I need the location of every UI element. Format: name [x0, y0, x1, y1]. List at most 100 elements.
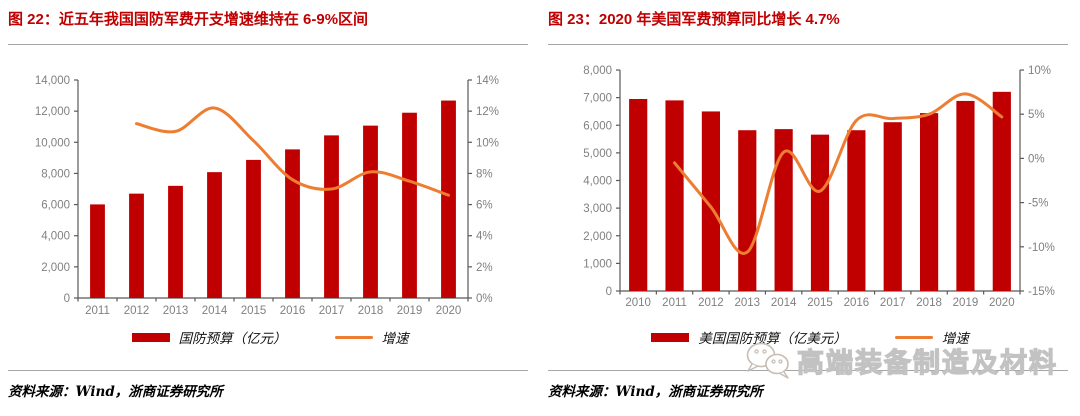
bar-2013	[168, 185, 183, 298]
legend-item-growth: 增速	[334, 327, 409, 347]
bar-swatch-icon	[131, 332, 170, 342]
x-axis-category-label: 2019	[953, 297, 979, 309]
right-axis-tick-label: 14%	[476, 75, 499, 87]
x-axis-category-label: 2013	[734, 297, 760, 309]
left-axis-tick-label: 4,000	[583, 176, 612, 188]
x-axis-category-label: 2017	[319, 305, 345, 317]
bar-2016	[285, 149, 300, 298]
bar-2014	[774, 129, 793, 291]
source-separator	[8, 370, 528, 371]
right-axis-tick-label: 10%	[1028, 65, 1051, 77]
bar-2017	[324, 135, 339, 298]
watermark: 高端装备制造及材料	[742, 338, 1058, 382]
title-separator	[8, 44, 528, 45]
right-axis-tick-label: 5%	[1028, 109, 1045, 121]
left-axis-tick-label: 14,000	[35, 75, 70, 87]
wechat-chat-bubbles-icon	[746, 342, 789, 379]
chart-legend: 国防预算（亿元） 增速	[0, 325, 540, 349]
line-swatch-icon	[894, 335, 933, 339]
x-axis-category-label: 2020	[989, 297, 1015, 309]
left-axis-tick-label: 0	[606, 286, 612, 298]
bar-2018	[920, 113, 939, 291]
source-separator	[548, 370, 1068, 371]
left-axis-tick-label: 2,000	[583, 231, 612, 243]
right-axis-tick-label: -10%	[1028, 242, 1055, 254]
x-axis-category-label: 2010	[625, 297, 651, 309]
bar-swatch-icon	[651, 332, 690, 342]
x-axis-category-label: 2016	[844, 297, 870, 309]
left-axis-tick-label: 12,000	[35, 106, 70, 118]
left-axis-tick-label: 3,000	[583, 203, 612, 215]
x-axis-category-label: 2016	[280, 305, 306, 317]
right-axis-tick-label: 8%	[476, 168, 493, 180]
chart-legend: 美国国防预算（亿美元） 增速	[540, 325, 1080, 349]
panel-figure-23: 图 23：2020 年美国军费预算同比增长 4.7% 0 1,000 2,000 3,…	[540, 0, 1080, 400]
x-axis-category-label: 2018	[358, 305, 384, 317]
bar-2015	[810, 134, 830, 291]
left-axis-tick-label: 6,000	[583, 120, 612, 132]
bar-2019	[956, 100, 975, 291]
right-axis-tick-label: 4%	[476, 231, 493, 243]
x-axis-category-label: 2012	[698, 297, 724, 309]
watermark-text: 高端装备制造及材料	[796, 347, 1058, 378]
right-axis-tick-label: 12%	[476, 106, 499, 118]
x-axis-category-label: 2017	[880, 297, 906, 309]
legend-label: 美国国防预算（亿美元）	[698, 331, 847, 347]
bar-2012	[701, 111, 720, 291]
x-axis-category-label: 2015	[241, 305, 267, 317]
x-axis-category-label: 2014	[771, 297, 797, 309]
china-defense-budget-chart: 0 2,000 4,000 6,000 8,000 10,000 12,000 14,000 0…	[35, 75, 499, 317]
legend-item-budget: 国防预算（亿元）	[131, 327, 287, 347]
figure-23-title: 图 23：2020 年美国军费预算同比增长 4.7%	[548, 11, 840, 28]
source-note: 资料来源：Wind，浙商证券研究所	[8, 384, 223, 400]
bar-2011	[665, 100, 684, 291]
x-axis-category-label: 2015	[807, 297, 833, 309]
bar-2020	[992, 91, 1011, 291]
right-axis-tick-label: 0%	[1028, 153, 1045, 165]
x-axis-category-label: 2013	[163, 305, 189, 317]
legend-item-budget: 美国国防预算（亿美元）	[651, 327, 847, 347]
figure-row: 图 22：近五年我国国防军费开支增速维持在 6-9%区间 0 2,000 4,000…	[0, 0, 1080, 400]
x-axis-category-label: 2011	[662, 297, 687, 309]
right-axis-tick-label: 10%	[476, 137, 499, 149]
left-axis-tick-label: 2,000	[41, 262, 70, 274]
x-axis-category-label: 2012	[124, 305, 150, 317]
left-axis-tick-label: 1,000	[583, 258, 612, 270]
legend-item-growth: 增速	[894, 327, 969, 347]
x-axis-category-label: 2020	[436, 305, 462, 317]
legend-label: 国防预算（亿元）	[178, 331, 287, 347]
left-axis-tick-label: 8,000	[583, 65, 612, 77]
us-defense-budget-chart: 0 1,000 2,000 3,000 4,000 5,000 6,000 7,000 8,00…	[583, 65, 1055, 309]
bar-2012	[129, 193, 144, 298]
bar-2019	[402, 112, 417, 298]
source-note: 资料来源：Wind，浙商证券研究所	[548, 384, 763, 400]
bar-2013	[738, 130, 757, 291]
x-axis-category-label: 2011	[85, 305, 110, 317]
right-axis-tick-label: 2%	[476, 262, 493, 274]
legend-label: 增速	[381, 331, 409, 347]
x-axis-category-label: 2019	[397, 305, 423, 317]
panel-figure-22: 图 22：近五年我国国防军费开支增速维持在 6-9%区间 0 2,000 4,000…	[0, 0, 540, 400]
bar-2016	[847, 130, 866, 291]
left-axis-tick-label: 10,000	[35, 137, 70, 149]
left-axis-tick-label: 6,000	[41, 200, 70, 212]
left-axis-tick-label: 5,000	[583, 148, 612, 160]
bar-2018	[363, 125, 378, 298]
right-axis-tick-label: 6%	[476, 200, 493, 212]
left-axis-tick-label: 4,000	[41, 231, 70, 243]
legend-label: 增速	[941, 331, 969, 347]
bar-2014	[207, 172, 222, 298]
left-axis-tick-label: 0	[64, 293, 70, 305]
bar-2011	[90, 204, 105, 298]
right-axis-tick-label: -15%	[1028, 286, 1055, 298]
line-swatch-icon	[334, 335, 373, 339]
growth-rate-line	[135, 106, 450, 197]
right-axis-tick-label: -5%	[1028, 198, 1048, 210]
left-axis-tick-label: 7,000	[583, 93, 612, 105]
bar-2017	[883, 122, 902, 292]
bar-2010	[629, 99, 648, 291]
figure-22-title: 图 22：近五年我国国防军费开支增速维持在 6-9%区间	[8, 11, 369, 28]
right-axis-tick-label: 0%	[476, 293, 493, 305]
bar-2020	[441, 100, 456, 298]
left-axis-tick-label: 8,000	[41, 168, 70, 180]
